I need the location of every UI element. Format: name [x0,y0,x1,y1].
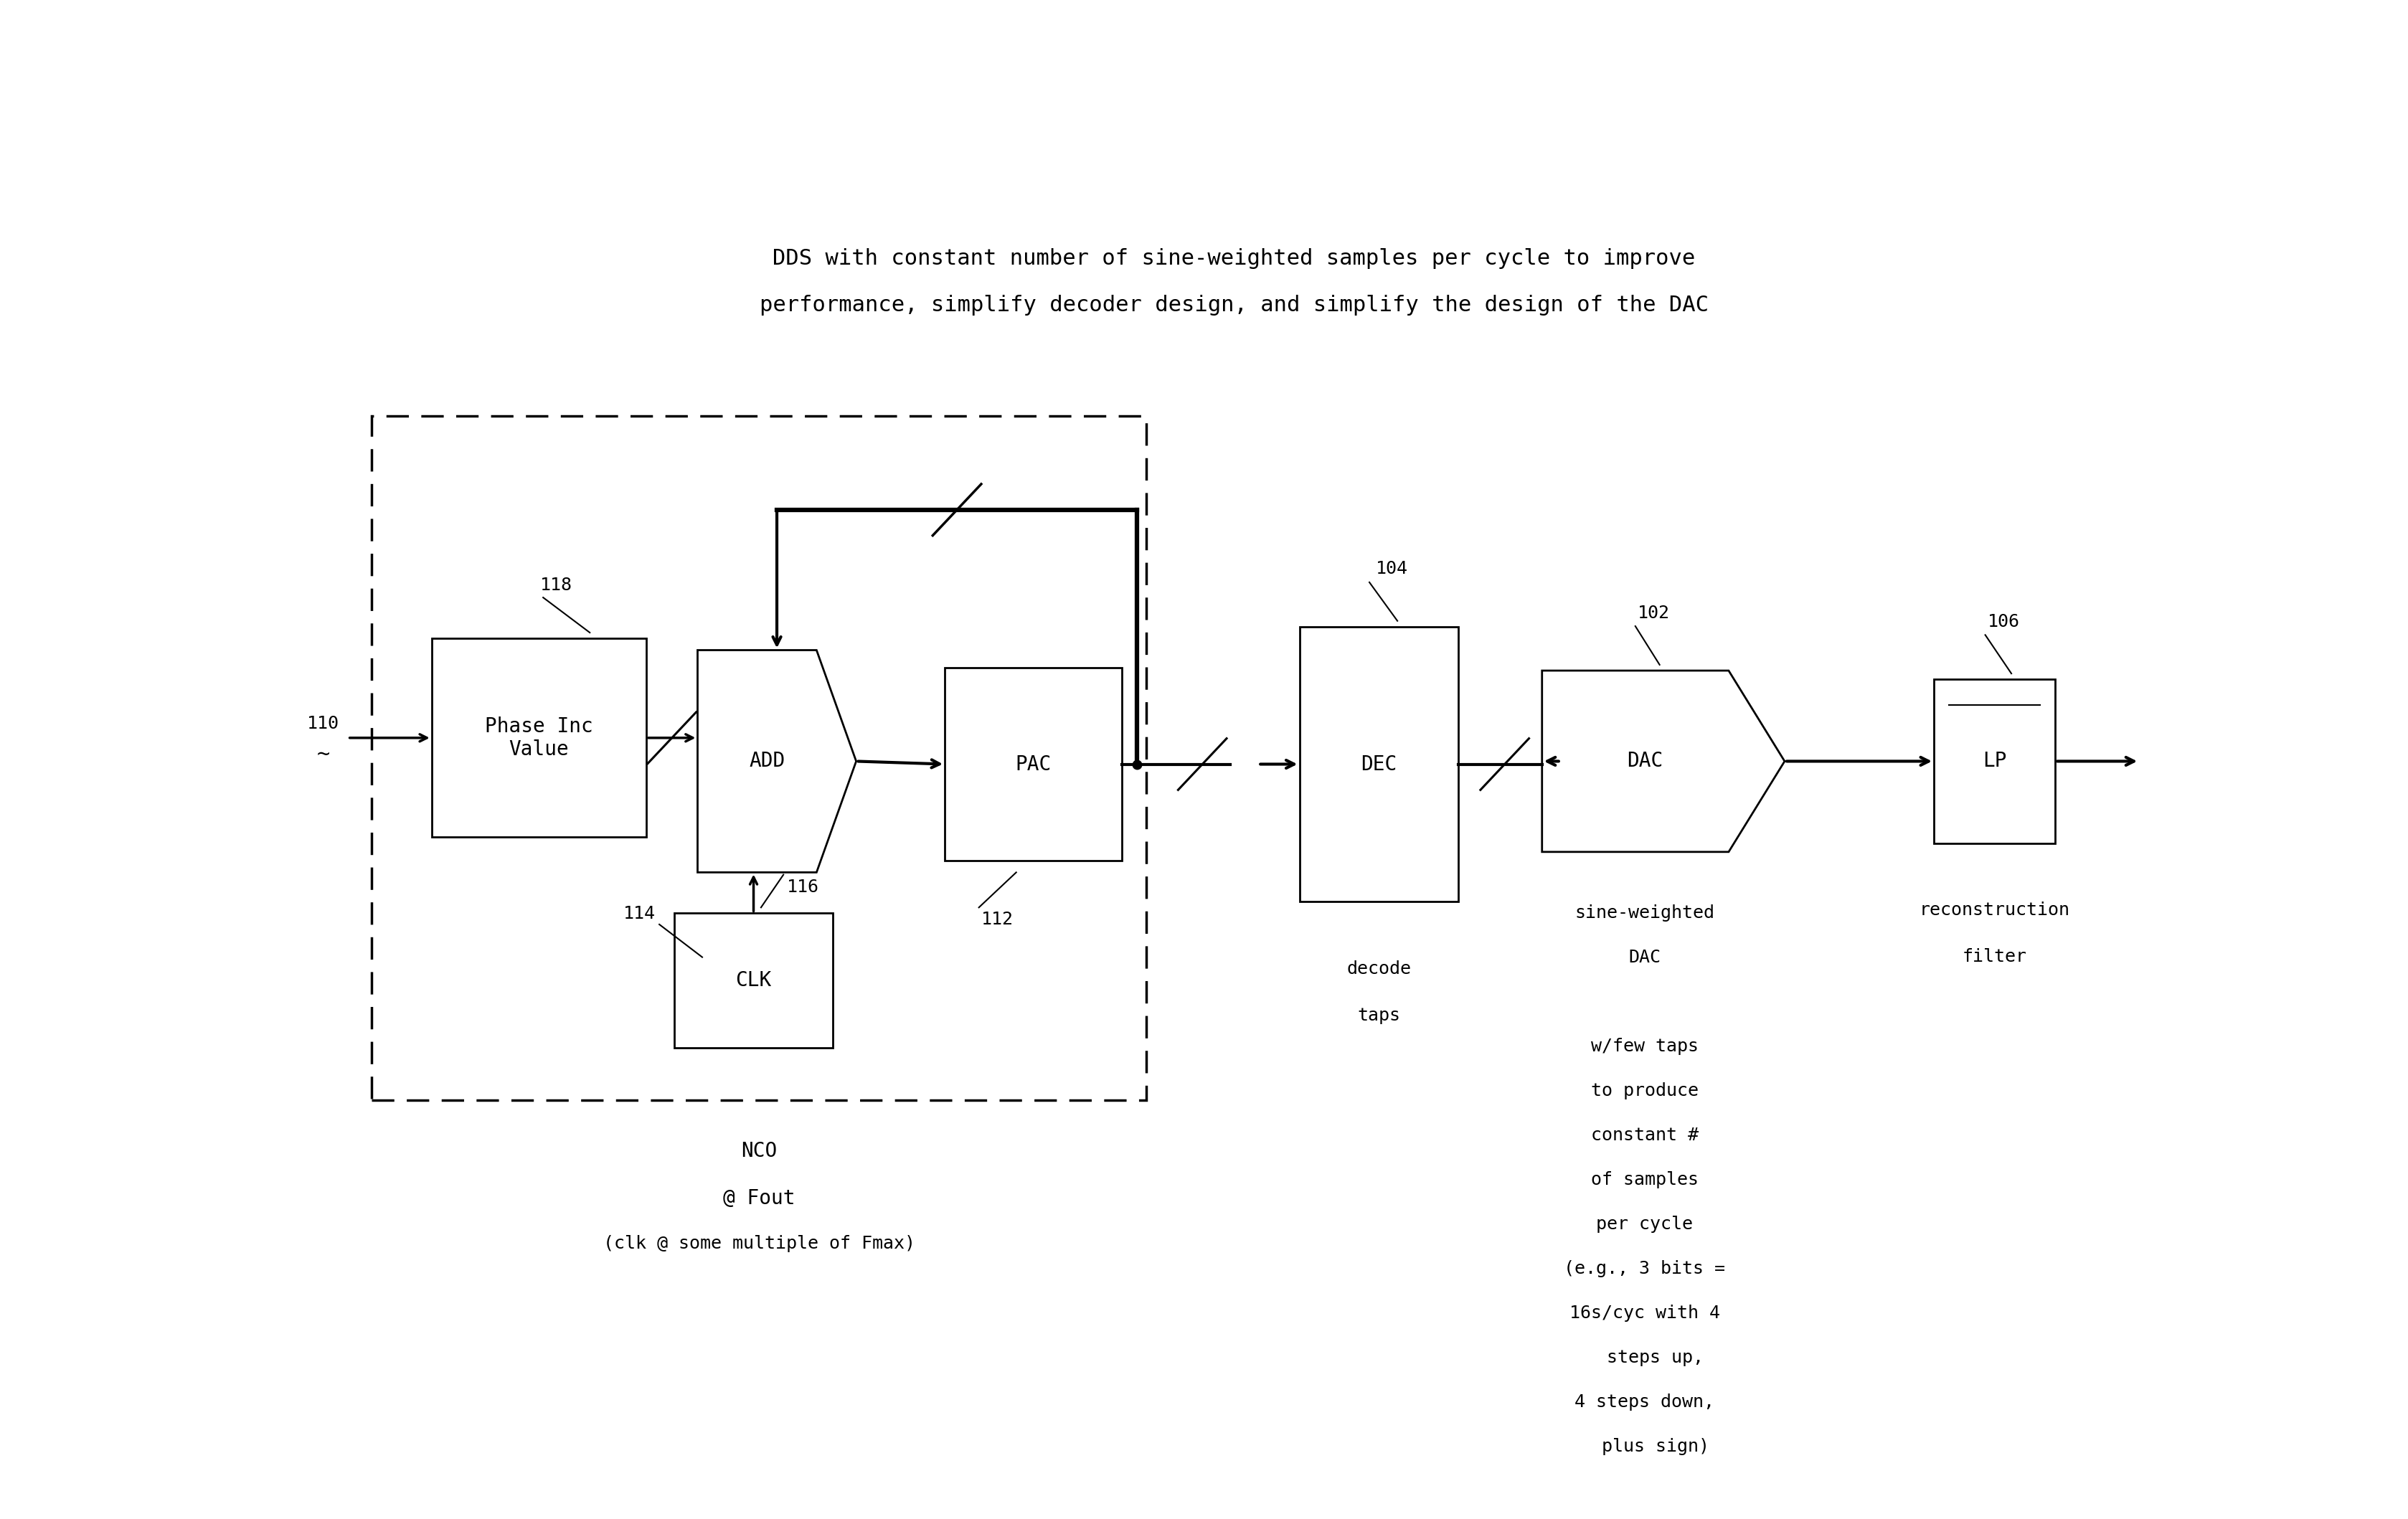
Text: w/few taps: w/few taps [1592,1037,1698,1056]
Text: 16s/cyc with 4: 16s/cyc with 4 [1570,1305,1719,1322]
Text: DAC: DAC [1628,949,1662,966]
Text: 102: 102 [1637,605,1671,621]
Bar [1934,679,2056,843]
Bar [674,913,833,1048]
Text: plus sign): plus sign) [1580,1438,1710,1455]
Text: DAC: DAC [1628,752,1662,772]
Text: 112: 112 [982,911,1014,928]
Text: performance, simplify decoder design, and simplify the design of the DAC: performance, simplify decoder design, an… [759,295,1710,316]
Text: per cycle: per cycle [1597,1215,1693,1233]
Text: decode: decode [1346,960,1411,977]
Text: @ Fout: @ Fout [722,1188,795,1208]
Text: 104: 104 [1375,561,1409,577]
Polygon shape [698,650,857,872]
Text: DDS with constant number of sine-weighted samples per cycle to improve: DDS with constant number of sine-weighte… [773,248,1695,269]
Text: 106: 106 [1987,614,2020,630]
Text: (clk @ some multiple of Fmax): (clk @ some multiple of Fmax) [602,1235,915,1252]
Polygon shape [1541,670,1784,852]
Text: 110: 110 [308,715,340,732]
Text: NCO: NCO [742,1141,778,1162]
Text: LP: LP [1982,752,2006,772]
Text: PAC: PAC [1016,753,1052,775]
Bar [1300,627,1459,902]
Text: filter: filter [1963,948,2028,966]
Text: taps: taps [1358,1007,1399,1024]
Text: DEC: DEC [1361,753,1397,775]
Text: sine-weighted: sine-weighted [1575,904,1714,922]
Text: reconstruction: reconstruction [1919,902,2071,919]
Bar [371,416,1146,1100]
Text: 118: 118 [539,577,573,594]
Text: ~: ~ [318,744,330,764]
Text: Phase Inc
Value: Phase Inc Value [484,715,592,760]
Text: (e.g., 3 bits =: (e.g., 3 bits = [1563,1261,1727,1277]
Text: of samples: of samples [1592,1171,1698,1188]
Text: to produce: to produce [1592,1083,1698,1100]
Text: steps up,: steps up, [1584,1349,1705,1366]
Text: 114: 114 [624,905,655,922]
Text: 116: 116 [787,878,819,895]
Text: 4 steps down,: 4 steps down, [1575,1393,1714,1411]
Bar [944,668,1122,861]
Bar [431,638,645,837]
Text: constant #: constant # [1592,1127,1698,1144]
Text: ADD: ADD [749,752,785,772]
Text: CLK: CLK [734,971,771,990]
